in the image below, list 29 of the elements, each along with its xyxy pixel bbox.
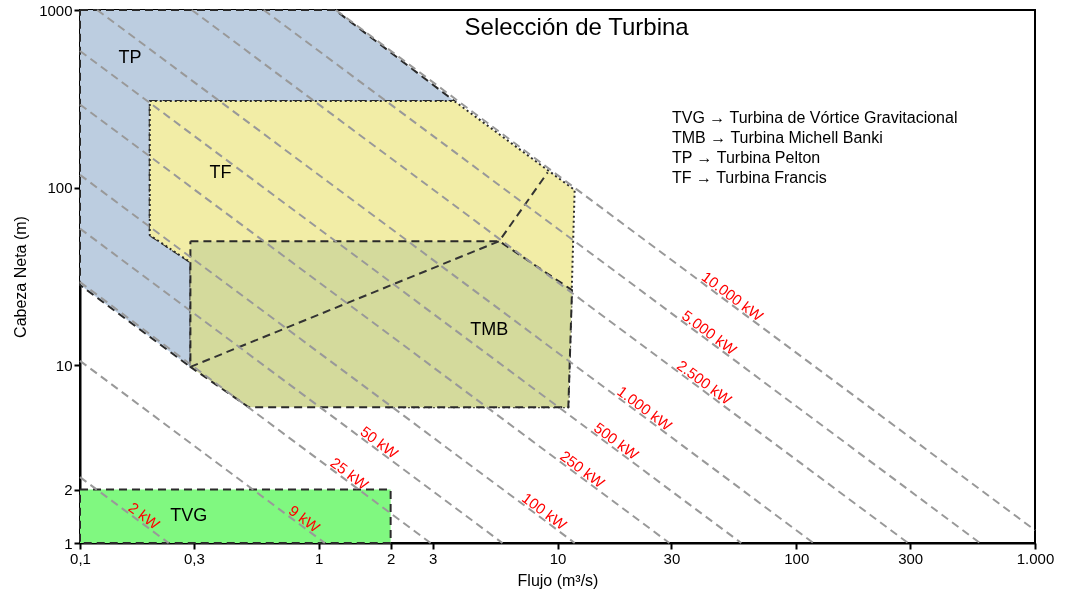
x-tick-label: 2 xyxy=(386,549,396,567)
text: 100 kW xyxy=(519,489,571,534)
y-tick-label: 2 xyxy=(64,481,73,499)
x-tick-label: 30 xyxy=(663,549,681,567)
annotation: TF → Turbina Francis xyxy=(672,169,827,186)
y-tick-label: 100 xyxy=(47,179,73,197)
x-tick-label: 1 xyxy=(315,549,324,567)
series-label: TMB xyxy=(470,318,509,339)
series-label: TVG xyxy=(170,505,208,526)
x-axis-title: Flujo (m³/s) xyxy=(517,571,599,589)
series-label: TF xyxy=(209,161,232,182)
x-tick-label: 0,1 xyxy=(70,549,91,567)
annotation: TVG → Turbina de Vórtice Gravitacional xyxy=(672,109,958,126)
x-tick-label: 100 xyxy=(784,549,810,567)
annotation: TP → Turbina Pelton xyxy=(672,149,821,166)
series-label: TP xyxy=(118,46,142,67)
x-tick-label: 300 xyxy=(898,549,924,567)
annotation: TMB → Turbina Michell Banki xyxy=(672,129,883,146)
text: 9 kW xyxy=(285,501,324,537)
chart-title: Selección de Turbina xyxy=(464,13,690,40)
y-tick-label: 1 xyxy=(64,534,73,552)
y-tick-label: 1000 xyxy=(39,1,73,19)
y-axis-title: Cabeza Neta (m) xyxy=(12,216,30,338)
x-tick-label: 10 xyxy=(549,549,567,567)
x-tick-label: 3 xyxy=(428,549,438,567)
text: 2 kW xyxy=(125,498,164,534)
x-tick-label: 1.000 xyxy=(1016,549,1055,567)
y-tick-label: 10 xyxy=(55,356,73,374)
x-tick-label: 0,3 xyxy=(183,549,205,567)
